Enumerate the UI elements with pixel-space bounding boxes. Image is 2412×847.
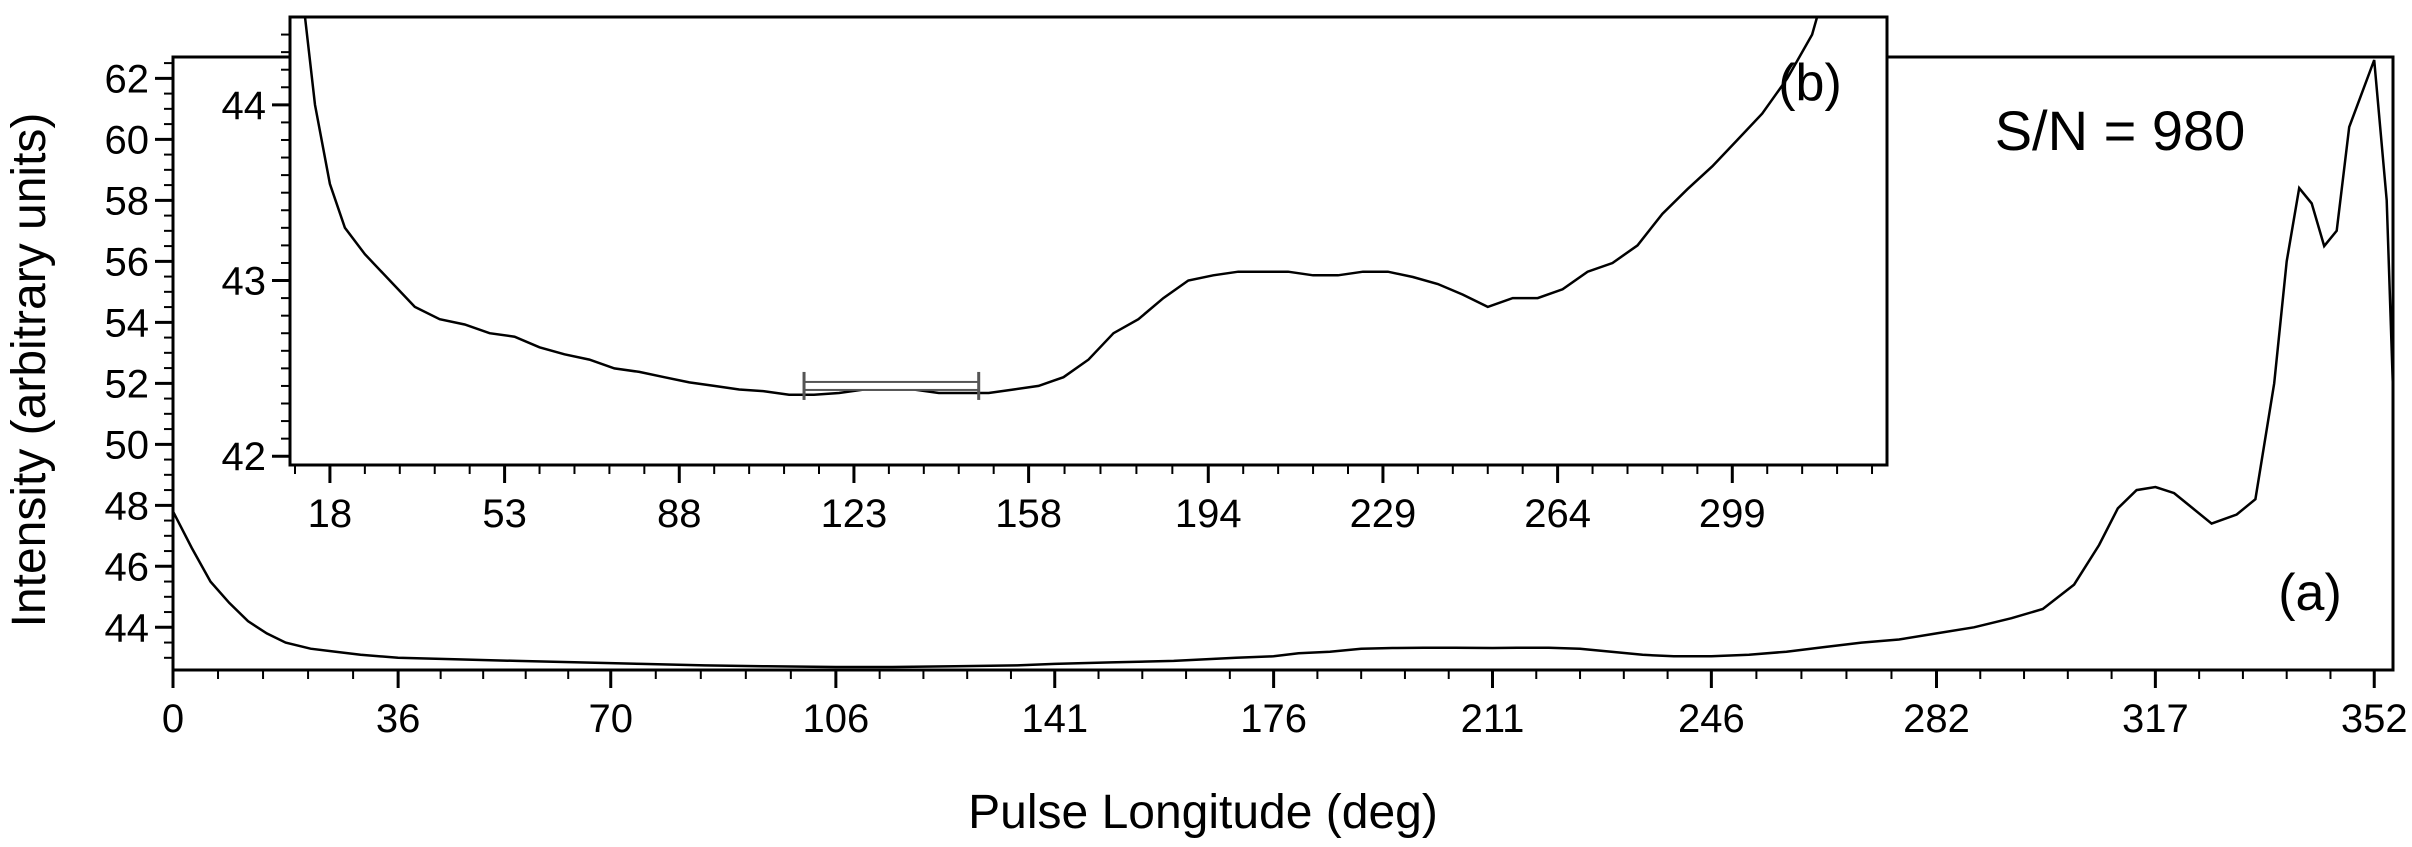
y-tick-label: 52	[105, 362, 150, 406]
x-tick-label: 246	[1678, 697, 1745, 741]
x-tick-label: 299	[1699, 492, 1766, 536]
y-tick-label: 44	[105, 606, 150, 650]
error-bar-body	[803, 380, 980, 391]
y-tick-label: 60	[105, 118, 150, 162]
x-tick-label: 211	[1461, 697, 1525, 741]
x-tick-label: 176	[1240, 697, 1307, 741]
main-x-tick-labels: 0 36 70 106 141 176 211 246 282 317 352	[162, 697, 2408, 741]
y-tick-label: 42	[222, 435, 267, 479]
x-tick-label: 194	[1175, 492, 1242, 536]
x-tick-label: 53	[482, 492, 527, 536]
inset-series-line	[303, 17, 1819, 396]
x-tick-label: 264	[1524, 492, 1591, 536]
error-bar	[802, 371, 981, 400]
main-tick-marks	[155, 62, 2376, 688]
x-tick-label: 229	[1350, 492, 1417, 536]
x-tick-label: 88	[657, 492, 702, 536]
y-tick-label: 48	[105, 484, 150, 528]
y-tick-label: 54	[105, 301, 150, 345]
y-axis-title: Intensity (arbitrary units)	[3, 113, 56, 628]
inset-y-tick-labels: 42 43 44	[222, 84, 267, 479]
y-tick-label: 58	[105, 179, 150, 223]
x-tick-label: 317	[2122, 697, 2189, 741]
main-panel: 0 36 70 106 141 176 211 246 282 317 352 44 46 48 50 52…	[3, 55, 2408, 839]
y-tick-label: 50	[105, 423, 150, 467]
x-tick-label: 70	[588, 697, 633, 741]
signal-to-noise-annotation: S/N = 980	[1995, 99, 2246, 162]
x-tick-label: 0	[162, 697, 184, 741]
x-tick-label: 282	[1903, 697, 1970, 741]
x-tick-label: 158	[995, 492, 1062, 536]
x-axis-title: Pulse Longitude (deg)	[968, 786, 1438, 839]
main-series-line	[173, 59, 2393, 669]
x-tick-label: 141	[1021, 697, 1088, 741]
inset-tick-marks	[272, 33, 1874, 483]
x-tick-label: 36	[376, 697, 421, 741]
panel-a-label: (a)	[2278, 564, 2342, 622]
inset-panel: 18 53 88 123 158 194 229 264 299 42 43 44 (b)	[222, 15, 1889, 536]
y-tick-label: 56	[105, 240, 150, 284]
x-tick-label: 123	[821, 492, 888, 536]
y-tick-label: 43	[222, 260, 267, 304]
y-tick-label: 46	[105, 545, 150, 589]
x-tick-label: 18	[308, 492, 353, 536]
x-tick-label: 106	[802, 697, 869, 741]
inset-x-tick-labels: 18 53 88 123 158 194 229 264 299	[308, 492, 1766, 536]
y-tick-label: 44	[222, 84, 267, 128]
main-y-tick-labels: 44 46 48 50 52 54 56 58 60 62	[105, 57, 150, 650]
inset-plot-frame	[288, 15, 1889, 467]
y-tick-label: 62	[105, 57, 150, 101]
x-tick-label: 352	[2341, 697, 2408, 741]
panel-b-label: (b)	[1778, 54, 1842, 112]
